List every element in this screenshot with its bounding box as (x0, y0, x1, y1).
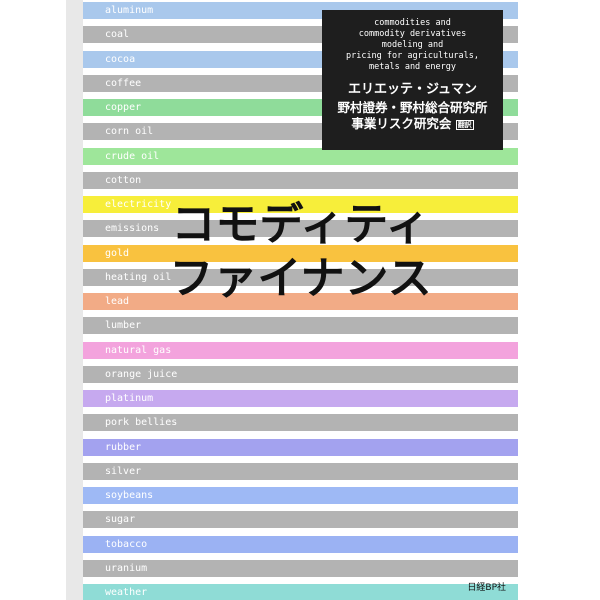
subtitle-line: modeling and (381, 40, 444, 50)
subtitle-line: metals and energy (369, 62, 456, 72)
stripe: cotton (83, 171, 518, 189)
stripe: gold (83, 244, 518, 262)
stripe: emissions (83, 220, 518, 238)
subtitle-line: pricing for agriculturals, (345, 51, 480, 61)
stripe: heating oil (83, 268, 518, 286)
spine (66, 0, 83, 600)
stripe: tobacco (83, 535, 518, 553)
book-cover: aluminum coal cocoa coffee copper corn oil cru… (83, 0, 518, 600)
title-line: ファイナンス (169, 253, 432, 304)
title-line: コモディティ (171, 199, 430, 250)
translator: 野村證券・野村総合研究所 (337, 100, 488, 115)
stripe: weather (83, 584, 518, 600)
stripe: soybeans (83, 487, 518, 504)
stripe: lumber (83, 317, 518, 335)
role: 翻訳 (455, 119, 474, 130)
stripe: platinum (83, 390, 518, 407)
stripe: sugar (83, 511, 518, 529)
info-box: commodities and commodity derivatives mo… (322, 10, 503, 150)
stripe: orange juice (83, 365, 518, 383)
subtitle-line: commodity derivatives (358, 29, 467, 39)
subtitle-line: commodities and (374, 18, 451, 28)
stripe: pork bellies (83, 414, 518, 432)
stripe: natural gas (83, 341, 518, 359)
stripe: uranium (83, 559, 518, 577)
stripe: electricity (83, 196, 518, 213)
translator: 事業リスク研究会 (351, 116, 452, 131)
subtitle: commodities and commodity derivatives mo… (322, 18, 503, 73)
publisher: 日経BP社 (467, 583, 506, 593)
stripe: lead (83, 293, 518, 310)
author: エリエッテ・ジュマン (347, 82, 478, 97)
translator-line: 事業リスク研究会 翻訳 (322, 116, 503, 133)
stripe: rubber (83, 438, 518, 456)
stripe: crude oil (83, 147, 518, 165)
stripe: silver (83, 462, 518, 480)
